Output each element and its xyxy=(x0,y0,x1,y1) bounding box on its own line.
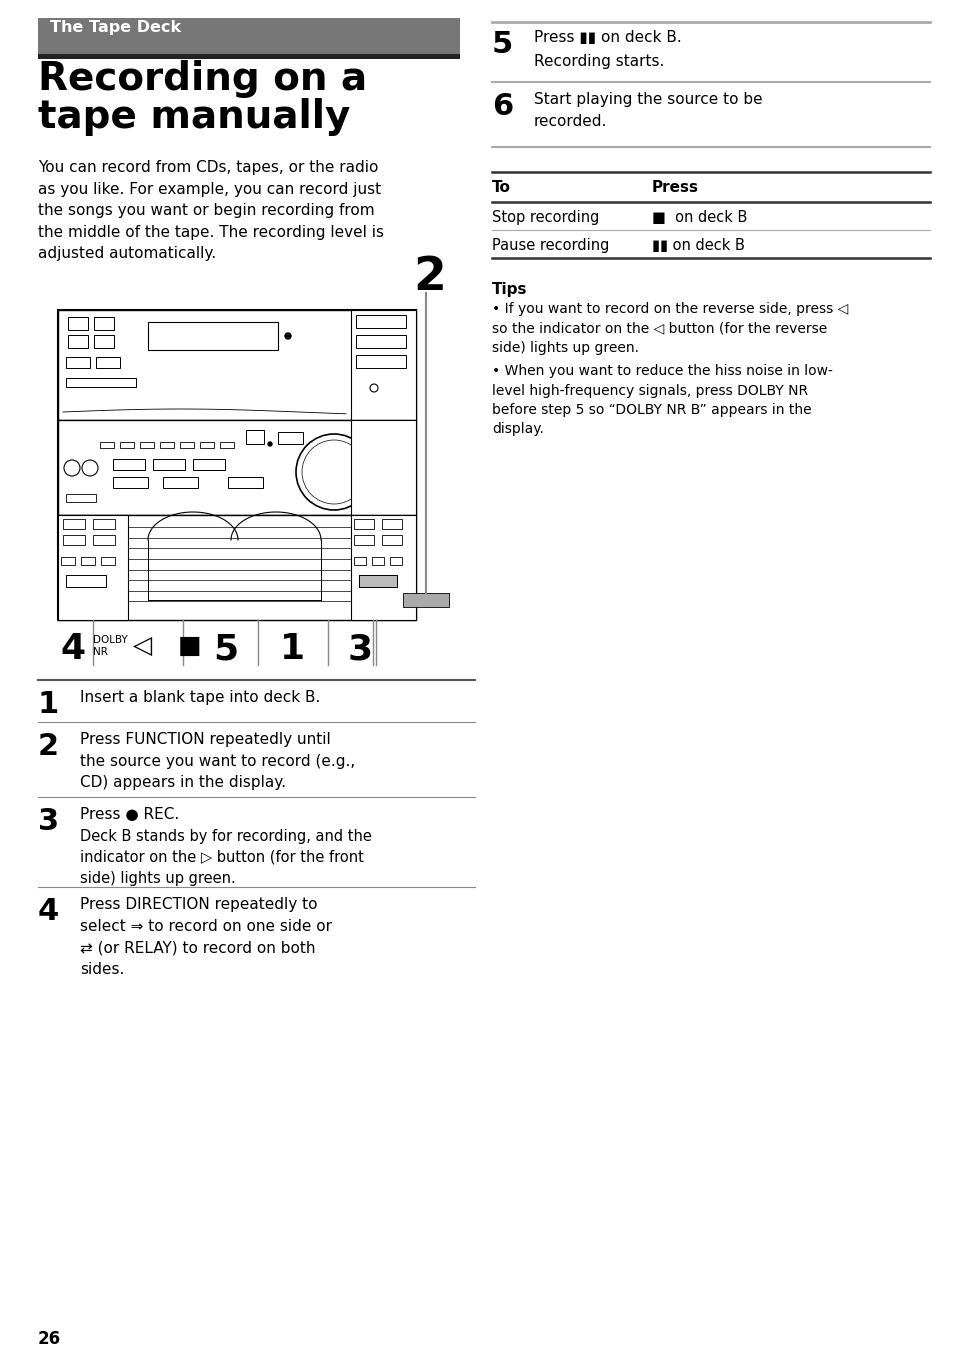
Bar xyxy=(163,477,198,488)
Text: Press FUNCTION repeatedly until
the source you want to record (e.g.,
CD) appears: Press FUNCTION repeatedly until the sour… xyxy=(80,732,355,790)
Bar xyxy=(355,335,406,348)
Bar xyxy=(58,515,128,621)
Bar xyxy=(381,519,401,528)
Bar xyxy=(381,535,401,545)
Bar xyxy=(246,430,264,444)
Bar xyxy=(200,442,213,449)
Text: Pause recording: Pause recording xyxy=(492,238,609,253)
Text: 4: 4 xyxy=(60,631,85,667)
Bar xyxy=(277,432,303,444)
Bar xyxy=(390,557,401,565)
Bar xyxy=(372,557,384,565)
Bar xyxy=(68,335,88,348)
Bar xyxy=(351,515,416,621)
Circle shape xyxy=(285,333,291,339)
Bar xyxy=(228,477,263,488)
Bar xyxy=(38,54,459,60)
Bar xyxy=(193,459,225,470)
Text: 1: 1 xyxy=(280,631,305,667)
Bar xyxy=(140,442,153,449)
Text: Press ● REC.: Press ● REC. xyxy=(80,808,179,822)
Bar xyxy=(58,310,416,420)
Bar xyxy=(358,575,396,587)
Bar xyxy=(120,442,133,449)
Bar xyxy=(160,442,173,449)
Bar xyxy=(58,515,416,621)
Text: 1: 1 xyxy=(38,690,59,720)
Bar xyxy=(66,495,96,501)
Text: The Tape Deck: The Tape Deck xyxy=(50,20,181,35)
Bar xyxy=(66,356,90,369)
Text: Insert a blank tape into deck B.: Insert a blank tape into deck B. xyxy=(80,690,320,705)
Text: 3: 3 xyxy=(38,808,59,836)
Bar xyxy=(101,557,115,565)
Bar xyxy=(58,420,416,515)
Bar xyxy=(96,356,120,369)
Bar xyxy=(92,519,115,528)
Text: DOLBY
NR: DOLBY NR xyxy=(92,635,128,657)
Bar xyxy=(63,519,85,528)
Bar xyxy=(112,459,145,470)
Bar xyxy=(180,442,193,449)
Bar xyxy=(220,442,233,449)
Text: 5: 5 xyxy=(492,30,513,60)
Text: • When you want to reduce the hiss noise in low-
level high-frequency signals, p: • When you want to reduce the hiss noise… xyxy=(492,364,832,436)
Text: Deck B stands by for recording, and the
indicator on the ▷ button (for the front: Deck B stands by for recording, and the … xyxy=(80,829,372,886)
Text: Recording starts.: Recording starts. xyxy=(534,54,663,69)
Bar xyxy=(94,317,113,331)
Bar xyxy=(63,535,85,545)
Bar xyxy=(66,378,136,388)
Text: 26: 26 xyxy=(38,1331,61,1348)
Circle shape xyxy=(268,442,272,446)
Text: 3: 3 xyxy=(348,631,373,667)
Bar xyxy=(152,459,185,470)
Bar xyxy=(358,575,396,587)
Text: 4: 4 xyxy=(38,897,59,925)
Text: ◁: ◁ xyxy=(132,634,152,659)
Bar xyxy=(354,557,366,565)
Text: Tips: Tips xyxy=(492,282,527,297)
Bar xyxy=(355,314,406,328)
Bar xyxy=(354,535,374,545)
Text: • If you want to record on the reverse side, press ◁
so the indicator on the ◁ b: • If you want to record on the reverse s… xyxy=(492,302,847,355)
Bar xyxy=(355,355,406,369)
Bar xyxy=(351,420,416,515)
Text: Start playing the source to be
recorded.: Start playing the source to be recorded. xyxy=(534,92,761,129)
Bar xyxy=(100,442,113,449)
Text: 2: 2 xyxy=(38,732,59,762)
Bar xyxy=(68,317,88,331)
Text: ■  on deck B: ■ on deck B xyxy=(651,210,746,225)
Text: Press ▮▮ on deck B.: Press ▮▮ on deck B. xyxy=(534,30,681,45)
Text: tape manually: tape manually xyxy=(38,98,350,136)
Text: To: To xyxy=(492,180,511,195)
Bar xyxy=(66,575,106,587)
Bar xyxy=(148,322,277,350)
Bar xyxy=(351,310,416,420)
Text: You can record from CDs, tapes, or the radio
as you like. For example, you can r: You can record from CDs, tapes, or the r… xyxy=(38,160,384,262)
Bar xyxy=(94,335,113,348)
Bar xyxy=(92,535,115,545)
Bar xyxy=(38,18,459,54)
Bar xyxy=(61,557,75,565)
Text: 2: 2 xyxy=(413,255,445,299)
Text: Press DIRECTION repeatedly to
select ⇒ to record on one side or
⇄ (or RELAY) to : Press DIRECTION repeatedly to select ⇒ t… xyxy=(80,897,332,977)
Bar xyxy=(58,310,416,621)
Bar xyxy=(81,557,95,565)
Text: Recording on a: Recording on a xyxy=(38,60,367,98)
Text: Press: Press xyxy=(651,180,699,195)
Bar xyxy=(112,477,148,488)
Text: 6: 6 xyxy=(492,92,513,121)
Bar xyxy=(354,519,374,528)
Text: 5: 5 xyxy=(213,631,238,667)
Text: ▮▮ on deck B: ▮▮ on deck B xyxy=(651,238,744,253)
Bar xyxy=(402,593,449,607)
Text: ■: ■ xyxy=(178,634,201,659)
Text: Stop recording: Stop recording xyxy=(492,210,598,225)
